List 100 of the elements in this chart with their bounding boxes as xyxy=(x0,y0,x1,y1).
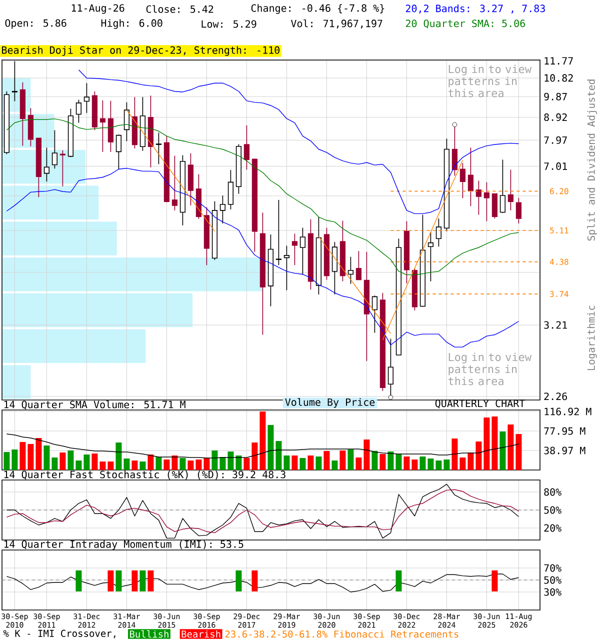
bar xyxy=(284,456,290,470)
chart-title: 14 Quarter SMA Volume: 51.71 M xyxy=(4,400,186,410)
bar xyxy=(44,446,50,470)
bar xyxy=(364,439,370,470)
bar xyxy=(252,442,258,470)
bar xyxy=(412,459,418,470)
bar xyxy=(492,416,498,470)
bar xyxy=(236,456,242,470)
bar xyxy=(404,456,410,470)
bar xyxy=(276,441,282,470)
y-tick-label: 50% xyxy=(544,576,562,584)
bar xyxy=(516,434,522,470)
candlestick xyxy=(100,100,106,152)
y-tick-label: 10.82 xyxy=(544,74,573,82)
text: Logarithmic xyxy=(587,306,597,370)
bar xyxy=(220,457,226,470)
text: Bearish xyxy=(182,630,220,638)
bar xyxy=(132,460,138,470)
bar xyxy=(292,456,298,470)
y-tick-label: 77.95 M xyxy=(544,427,586,435)
bar xyxy=(100,461,106,470)
bar xyxy=(196,459,202,470)
y-tick-label: 80% xyxy=(544,488,562,496)
y-tick-label: 30% xyxy=(544,588,562,596)
bar xyxy=(28,444,34,470)
candlestick xyxy=(500,159,506,213)
y-tick-label: 70% xyxy=(544,564,562,572)
bar xyxy=(428,458,434,470)
candlestick xyxy=(188,152,194,206)
annotation: Volume By Price xyxy=(285,398,375,408)
chart-title: 14 Quarter Fast Stochastic (%K) (%D): 39.2 48.3 xyxy=(4,470,286,480)
y-tick-label: 8.92 xyxy=(544,113,567,122)
candlestick xyxy=(156,132,162,165)
candlestick xyxy=(268,234,274,307)
bar xyxy=(372,450,378,470)
candlestick xyxy=(300,227,306,276)
bar xyxy=(228,452,234,470)
bar xyxy=(68,450,74,470)
bar xyxy=(244,458,250,470)
bar xyxy=(164,459,170,470)
bar xyxy=(340,450,346,470)
bar xyxy=(92,454,98,470)
bar xyxy=(204,458,210,470)
candlestick xyxy=(484,182,490,222)
bar xyxy=(460,457,466,470)
bar xyxy=(156,457,162,470)
text: 20 Quarter SMA: 5.06 xyxy=(406,20,525,28)
bar xyxy=(484,417,490,470)
annotation: QUARTERLY CHART xyxy=(435,400,525,408)
ref-line-label: 3.74 xyxy=(550,290,568,297)
candlestick xyxy=(244,124,250,170)
candlestick xyxy=(316,216,322,295)
bar xyxy=(2,222,117,256)
ref-line-label: 5.11 xyxy=(550,228,568,234)
candlestick xyxy=(428,232,434,282)
bar xyxy=(260,412,266,470)
bar xyxy=(76,460,82,470)
bar xyxy=(332,460,338,470)
bar xyxy=(2,293,193,328)
bar xyxy=(388,452,394,470)
y-tick-label: 38.97 M xyxy=(544,446,586,454)
bar xyxy=(2,186,99,220)
candlestick xyxy=(108,100,114,152)
bar xyxy=(140,461,146,470)
y-tick-label: 116.92 M xyxy=(544,408,592,416)
candlestick xyxy=(404,220,410,284)
bar xyxy=(4,452,10,470)
bar xyxy=(2,365,31,399)
text: High: 6.00 xyxy=(101,19,162,29)
candlestick xyxy=(84,82,90,114)
bar xyxy=(436,460,442,470)
annotation: Log in to view patterns in this area xyxy=(448,64,532,98)
bar xyxy=(12,450,18,470)
y-tick-label: 3.21 xyxy=(544,321,567,329)
bar xyxy=(188,460,194,470)
y-tick-label: 7.97 xyxy=(544,136,567,144)
text: Close: 5.42 xyxy=(146,5,214,13)
bar xyxy=(468,452,474,470)
bar xyxy=(380,454,386,470)
candlestick xyxy=(148,95,154,168)
text: 11-Aug-26 xyxy=(72,4,124,14)
bar xyxy=(324,450,330,470)
bar xyxy=(36,438,42,470)
bar xyxy=(452,438,458,470)
bar xyxy=(148,454,154,470)
bar xyxy=(396,454,402,470)
bar xyxy=(20,442,26,470)
bar xyxy=(172,456,178,470)
annotation: Log in to view patterns in this area xyxy=(448,352,532,386)
bar xyxy=(508,424,514,470)
text: Low: 5.29 xyxy=(202,20,256,28)
candlestick xyxy=(364,251,370,362)
text: Open: 5.86 xyxy=(5,19,66,29)
bar xyxy=(268,424,274,470)
y-tick-label: 7.01 xyxy=(544,162,567,170)
bar xyxy=(2,329,146,364)
y-tick-label: 20% xyxy=(544,524,562,532)
bar xyxy=(212,450,218,470)
bar xyxy=(420,456,426,470)
bar xyxy=(108,461,114,470)
